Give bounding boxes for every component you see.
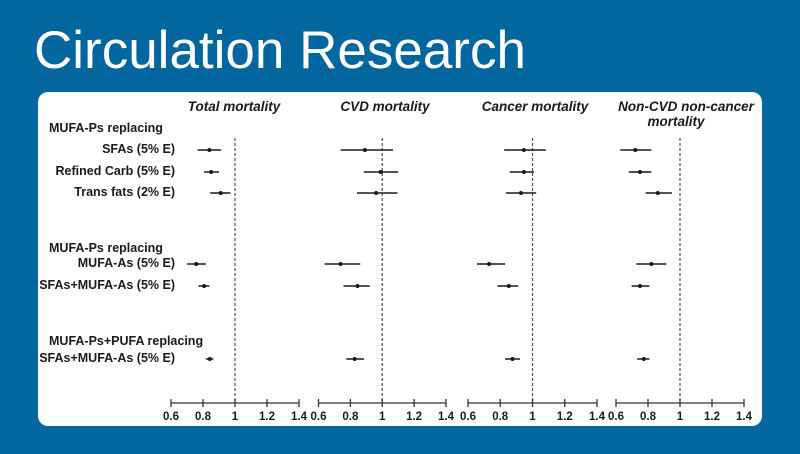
svg-text:1.2: 1.2 [406, 411, 422, 423]
svg-text:0.8: 0.8 [640, 411, 657, 423]
svg-text:0.6: 0.6 [608, 411, 624, 423]
svg-text:1.2: 1.2 [557, 411, 573, 423]
svg-text:1.4: 1.4 [438, 411, 455, 423]
svg-text:MUFA-Ps replacing: MUFA-Ps replacing [49, 121, 163, 135]
svg-text:0.6: 0.6 [311, 411, 327, 423]
svg-text:MUFA-As (5% E): MUFA-As (5% E) [78, 256, 175, 270]
svg-text:MUFA-Ps replacing: MUFA-Ps replacing [49, 241, 163, 255]
svg-text:Total mortality: Total mortality [188, 99, 282, 114]
svg-text:1: 1 [232, 411, 239, 423]
svg-text:Cancer mortality: Cancer mortality [482, 99, 590, 114]
svg-text:1: 1 [529, 411, 536, 423]
svg-text:1.4: 1.4 [291, 411, 308, 423]
svg-text:SFAs (5% E): SFAs (5% E) [102, 142, 175, 156]
svg-text:1.4: 1.4 [589, 411, 606, 423]
svg-text:0.8: 0.8 [342, 411, 359, 423]
svg-text:1.4: 1.4 [736, 411, 753, 423]
svg-text:Refined Carb (5% E): Refined Carb (5% E) [56, 164, 175, 178]
svg-text:Trans fats (2% E): Trans fats (2% E) [74, 185, 175, 199]
svg-text:0.8: 0.8 [195, 411, 212, 423]
svg-text:0.8: 0.8 [492, 411, 509, 423]
svg-text:SFAs+MUFA-As (5% E): SFAs+MUFA-As (5% E) [39, 351, 175, 365]
svg-text:1: 1 [677, 411, 684, 423]
svg-text:1: 1 [379, 411, 386, 423]
svg-text:CVD mortality: CVD mortality [340, 99, 431, 114]
svg-text:MUFA-Ps+PUFA replacing: MUFA-Ps+PUFA replacing [49, 334, 203, 348]
svg-text:0.6: 0.6 [460, 411, 476, 423]
svg-text:mortality: mortality [647, 114, 706, 129]
svg-text:0.6: 0.6 [163, 411, 179, 423]
svg-text:Non-CVD non-cancer: Non-CVD non-cancer [618, 99, 755, 114]
svg-text:1.2: 1.2 [704, 411, 720, 423]
svg-text:SFAs+MUFA-As (5% E): SFAs+MUFA-As (5% E) [39, 278, 175, 292]
svg-text:1.2: 1.2 [259, 411, 275, 423]
